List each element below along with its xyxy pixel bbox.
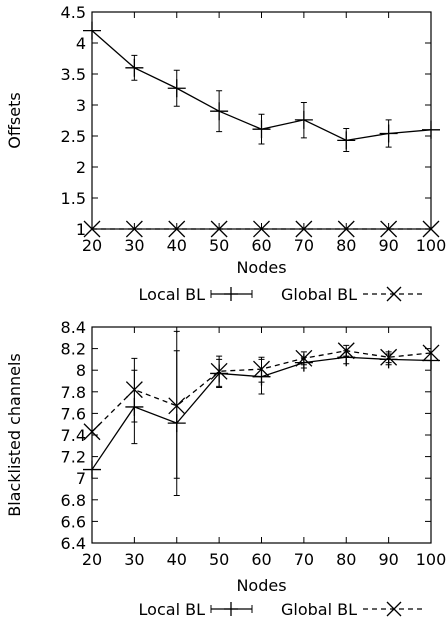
error-bar <box>173 330 180 479</box>
data-point <box>422 220 440 238</box>
x-tick-label: 80 <box>336 236 356 255</box>
data-point <box>337 131 356 150</box>
data-point <box>125 381 143 399</box>
data-point <box>294 110 313 129</box>
data-point <box>252 120 271 139</box>
y-tick-label: 7.4 <box>61 426 86 445</box>
x-tick-label: 70 <box>294 550 314 569</box>
legend-label: Global BL <box>281 285 357 304</box>
x-tick-label: 90 <box>378 236 398 255</box>
x-tick-label: 90 <box>378 550 398 569</box>
series-global-bl <box>83 220 440 238</box>
y-tick-label: 2 <box>76 158 86 177</box>
legend-marker <box>224 602 238 616</box>
data-point <box>210 102 229 121</box>
x-axis-label: Nodes <box>236 258 286 277</box>
data-point <box>422 120 440 139</box>
data-point <box>210 220 228 238</box>
x-tick-label: 30 <box>124 550 144 569</box>
data-point <box>167 79 186 98</box>
y-tick-label: 7 <box>76 469 86 488</box>
data-point <box>422 344 440 362</box>
x-tick-label: 40 <box>167 550 187 569</box>
y-tick-label: 8.2 <box>61 340 86 359</box>
data-point <box>253 360 270 378</box>
legend-label: Global BL <box>281 600 357 619</box>
data-point <box>253 220 270 238</box>
data-point <box>295 220 313 238</box>
series-local-bl <box>83 21 440 152</box>
y-tick-label: 7.2 <box>61 448 86 467</box>
x-tick-label: 80 <box>336 550 356 569</box>
y-tick-label: 4 <box>76 34 86 53</box>
y-tick-label: 6.8 <box>61 491 86 510</box>
y-tick-label: 4.5 <box>61 3 86 22</box>
y-tick-label: 1.5 <box>61 189 86 208</box>
data-point <box>295 349 313 367</box>
data-point <box>422 351 440 370</box>
data-point <box>83 423 101 441</box>
legend: Local BL Global BL <box>139 285 425 304</box>
x-tick-label: 100 <box>416 236 446 255</box>
data-point <box>210 362 228 380</box>
data-point <box>83 460 101 479</box>
data-point <box>337 342 355 360</box>
x-axis-label: Nodes <box>236 576 286 595</box>
series-global-bl <box>83 330 440 479</box>
y-tick-label: 8.4 <box>61 318 86 337</box>
x-tick-label: 100 <box>416 550 446 569</box>
data-point <box>83 21 101 40</box>
y-tick-label: 2.5 <box>61 127 86 146</box>
x-tick-label: 60 <box>251 550 271 569</box>
data-point <box>380 220 398 238</box>
legend-marker <box>386 286 402 302</box>
legend: Local BL Global BL <box>139 600 425 619</box>
y-tick-label: 6.6 <box>61 512 86 531</box>
x-tick-label: 20 <box>82 550 102 569</box>
y-tick-label: 7.6 <box>61 404 86 423</box>
x-tick-label: 20 <box>82 236 102 255</box>
data-point <box>83 220 101 238</box>
y-tick-label: 1 <box>76 220 86 239</box>
legend-errorbar-cap <box>210 605 253 613</box>
data-point <box>337 220 355 238</box>
x-tick-label: 40 <box>167 236 187 255</box>
y-tick-label: 6.4 <box>61 534 86 553</box>
chart-1: 20 30 40 50 60 70 80 90 100 1 1.5 2 2.5 3 3.5 4 4.5 Nodes… <box>5 3 446 304</box>
legend-errorbar-cap <box>210 290 253 298</box>
x-tick-label: 60 <box>251 236 271 255</box>
x-tick-label: 70 <box>294 236 314 255</box>
y-tick-label: 7.8 <box>61 383 86 402</box>
y-axis-label: Blacklisted channels <box>5 353 24 517</box>
data-point <box>379 124 398 143</box>
legend-marker <box>224 287 238 301</box>
x-tick-label: 30 <box>124 236 144 255</box>
y-axis-label: Offsets <box>5 92 24 148</box>
data-point <box>168 220 186 238</box>
x-tick-label: 50 <box>209 236 229 255</box>
y-tick-label: 3.5 <box>61 65 86 84</box>
chart-2: 20 30 40 50 60 70 80 90 100 6.4 6.6 6.8 7 7.2 7.4 7.6 7.… <box>5 318 446 619</box>
data-point <box>125 220 143 238</box>
data-point <box>125 58 144 77</box>
y-tick-label: 8 <box>76 361 86 380</box>
y-tick-label: 3 <box>76 96 86 115</box>
legend-label: Local BL <box>139 285 206 304</box>
legend-marker <box>386 601 402 617</box>
data-point <box>168 397 186 415</box>
data-point <box>380 348 398 366</box>
legend-label: Local BL <box>139 600 206 619</box>
x-tick-label: 50 <box>209 550 229 569</box>
